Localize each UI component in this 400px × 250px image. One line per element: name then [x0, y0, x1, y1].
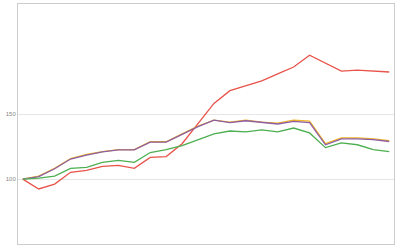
svg-text:150: 150: [6, 111, 17, 117]
svg-text:100: 100: [6, 176, 17, 182]
